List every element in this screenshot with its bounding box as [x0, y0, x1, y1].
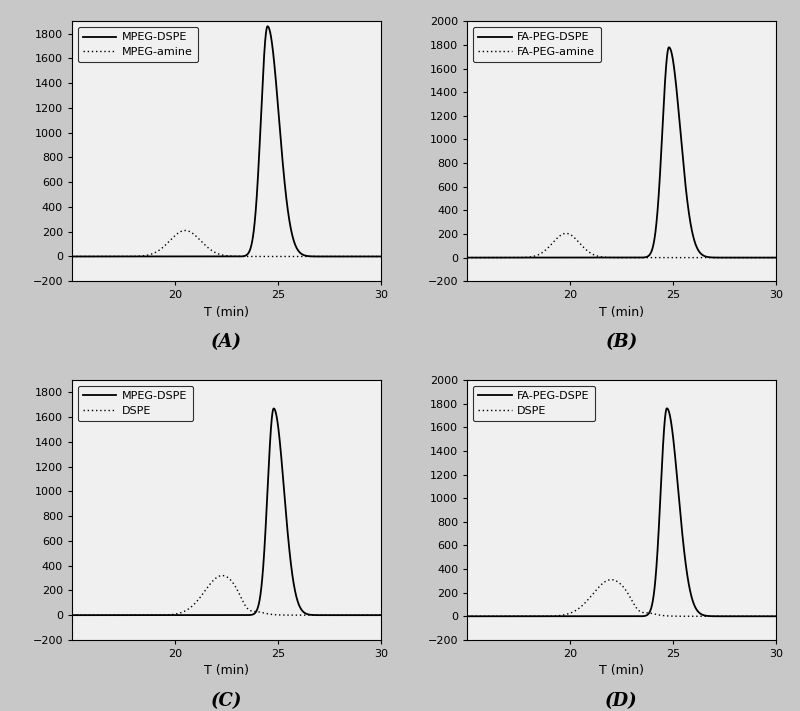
Text: (A): (A) [211, 333, 242, 351]
Legend: MPEG-DSPE, MPEG-amine: MPEG-DSPE, MPEG-amine [78, 27, 198, 63]
Text: (D): (D) [606, 692, 638, 710]
FA-PEG-DSPE [716, 253, 726, 262]
DSPE [693, 612, 702, 621]
MPEG-DSPE [67, 611, 77, 619]
X-axis label: T (min): T (min) [204, 306, 249, 319]
MPEG-amine [253, 252, 262, 261]
FA-PEG-DSPE [581, 612, 590, 621]
FA-PEG-DSPE [462, 612, 472, 621]
MPEG-DSPE [123, 611, 133, 619]
MPEG-amine [123, 252, 133, 261]
FA-PEG-DSPE [716, 612, 726, 621]
DSPE [123, 611, 133, 619]
DSPE [716, 612, 726, 621]
MPEG-amine [376, 252, 386, 261]
FA-PEG-amine [462, 253, 472, 262]
Line: DSPE: DSPE [467, 579, 776, 616]
DSPE [663, 611, 673, 620]
MPEG-DSPE [268, 46, 278, 55]
MPEG-DSPE [123, 252, 133, 261]
DSPE [298, 611, 307, 619]
DSPE [606, 575, 616, 584]
FA-PEG-DSPE [648, 245, 658, 253]
MPEG-DSPE [268, 407, 278, 415]
MPEG-DSPE [376, 611, 386, 619]
DSPE [185, 604, 194, 612]
DSPE [268, 610, 278, 619]
Text: (C): (C) [210, 692, 242, 710]
FA-PEG-DSPE [771, 253, 781, 262]
MPEG-DSPE [321, 611, 330, 619]
MPEG-DSPE [269, 404, 278, 412]
Line: FA-PEG-DSPE: FA-PEG-DSPE [467, 48, 776, 257]
Line: MPEG-DSPE: MPEG-DSPE [72, 26, 381, 257]
Legend: FA-PEG-DSPE, DSPE: FA-PEG-DSPE, DSPE [473, 385, 595, 421]
FA-PEG-DSPE [664, 43, 674, 52]
MPEG-amine [321, 252, 330, 261]
Line: MPEG-DSPE: MPEG-DSPE [72, 408, 381, 615]
FA-PEG-amine [562, 229, 571, 237]
DSPE [321, 611, 330, 619]
X-axis label: T (min): T (min) [599, 306, 644, 319]
MPEG-DSPE [298, 606, 307, 615]
MPEG-DSPE [262, 22, 272, 31]
FA-PEG-DSPE [581, 253, 590, 262]
FA-PEG-amine [716, 253, 726, 262]
Legend: MPEG-DSPE, DSPE: MPEG-DSPE, DSPE [78, 385, 193, 421]
MPEG-amine [186, 228, 195, 236]
Line: FA-PEG-DSPE: FA-PEG-DSPE [467, 408, 776, 616]
Line: MPEG-amine: MPEG-amine [72, 230, 381, 257]
MPEG-DSPE [252, 186, 262, 194]
MPEG-amine [298, 252, 307, 261]
Line: FA-PEG-amine: FA-PEG-amine [467, 233, 776, 257]
DSPE [648, 609, 658, 618]
DSPE [376, 611, 386, 619]
MPEG-DSPE [185, 611, 194, 619]
MPEG-DSPE [298, 250, 307, 259]
DSPE [771, 612, 781, 621]
MPEG-DSPE [252, 605, 262, 614]
FA-PEG-DSPE [518, 253, 528, 262]
DSPE [581, 599, 590, 607]
X-axis label: T (min): T (min) [599, 665, 644, 678]
Line: DSPE: DSPE [72, 575, 381, 615]
X-axis label: T (min): T (min) [204, 665, 249, 678]
FA-PEG-DSPE [518, 612, 528, 621]
FA-PEG-amine [663, 253, 673, 262]
DSPE [518, 612, 528, 621]
FA-PEG-DSPE [771, 612, 781, 621]
MPEG-DSPE [376, 252, 386, 261]
DSPE [67, 611, 77, 619]
FA-PEG-amine [771, 253, 781, 262]
MPEG-amine [268, 252, 278, 261]
FA-PEG-DSPE [693, 607, 702, 616]
FA-PEG-DSPE [663, 405, 673, 414]
FA-PEG-amine [518, 253, 528, 262]
DSPE [218, 571, 227, 579]
MPEG-DSPE [321, 252, 330, 261]
FA-PEG-DSPE [662, 404, 672, 412]
FA-PEG-DSPE [693, 245, 702, 253]
FA-PEG-DSPE [648, 599, 658, 607]
DSPE [253, 607, 262, 616]
FA-PEG-amine [648, 253, 658, 262]
Legend: FA-PEG-DSPE, FA-PEG-amine: FA-PEG-DSPE, FA-PEG-amine [473, 27, 601, 63]
FA-PEG-DSPE [462, 253, 472, 262]
FA-PEG-amine [693, 253, 702, 262]
FA-PEG-amine [581, 245, 590, 253]
Text: (B): (B) [606, 333, 638, 351]
MPEG-amine [181, 226, 190, 235]
FA-PEG-DSPE [663, 45, 673, 53]
MPEG-DSPE [67, 252, 77, 261]
DSPE [462, 612, 472, 621]
MPEG-DSPE [185, 252, 194, 261]
MPEG-amine [67, 252, 77, 261]
